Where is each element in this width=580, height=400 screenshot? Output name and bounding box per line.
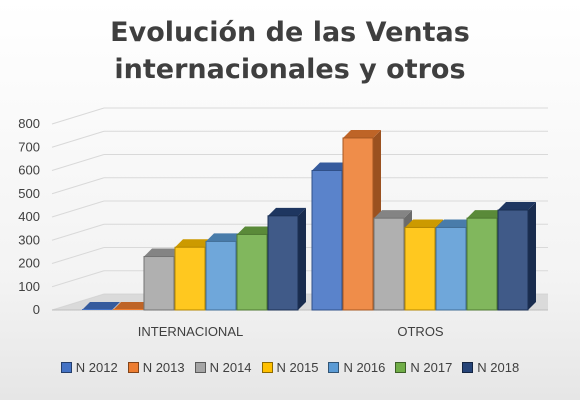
chart-title-line-1: Evolución de las Ventas xyxy=(110,17,470,48)
legend-label: N 2016 xyxy=(343,360,386,375)
bar-top xyxy=(312,162,350,171)
bar-top xyxy=(113,302,151,310)
bar-top xyxy=(82,302,120,310)
bar xyxy=(466,217,498,311)
legend-label: N 2018 xyxy=(477,360,520,375)
bar-side xyxy=(528,202,536,310)
bar xyxy=(113,309,143,310)
legend-swatch xyxy=(395,362,407,373)
legend-item: N 2015 xyxy=(261,360,319,375)
bar-top xyxy=(268,207,306,216)
bar xyxy=(311,170,343,311)
legend-item: N 2013 xyxy=(127,360,185,375)
legend-label: N 2015 xyxy=(276,360,319,375)
bar xyxy=(435,226,467,311)
bar-top xyxy=(237,226,275,235)
bar xyxy=(236,233,268,311)
bar-top xyxy=(436,219,474,228)
bar-top xyxy=(144,248,182,257)
legend-label: N 2013 xyxy=(142,360,185,375)
chart-title: Evolución de las Ventas internacionales … xyxy=(0,14,580,88)
legend-label: N 2012 xyxy=(75,360,118,375)
y-tick-label: 600 xyxy=(18,163,40,178)
legend-swatch xyxy=(328,362,340,373)
bar-top xyxy=(175,239,213,248)
y-tick-label: 400 xyxy=(18,209,40,224)
y-tick-label: 0 xyxy=(33,302,40,317)
gridline-diag xyxy=(51,177,105,195)
y-tick-label: 500 xyxy=(18,186,40,201)
x-tick-label: INTERNACIONAL xyxy=(138,324,243,339)
legend-item: N 2018 xyxy=(462,360,519,375)
legend-item: N 2017 xyxy=(395,360,452,375)
legend-swatch xyxy=(60,362,72,373)
bar-top xyxy=(374,210,412,219)
bar xyxy=(205,240,237,311)
bar-top xyxy=(467,210,505,219)
bar xyxy=(342,137,374,311)
legend-label: N 2014 xyxy=(209,360,252,375)
legend-item: N 2014 xyxy=(194,360,252,375)
bar xyxy=(267,215,299,311)
gridline-diag xyxy=(51,154,105,171)
legend-item: N 2012 xyxy=(60,360,118,375)
y-tick-label: 800 xyxy=(18,116,40,131)
bar xyxy=(373,217,405,311)
bar xyxy=(497,209,529,311)
bar xyxy=(82,309,112,310)
legend-swatch xyxy=(127,362,139,373)
gridline-diag xyxy=(51,223,105,241)
bar-top xyxy=(498,202,536,211)
chart-title-line-2: internacionales y otros xyxy=(114,54,466,85)
x-tick-label: OTROS xyxy=(397,324,444,339)
legend-swatch xyxy=(261,362,273,373)
bar xyxy=(174,246,206,311)
chart-legend: N 2012 N 2013 N 2014 N 2015 N 2016 N 2017 N 20… xyxy=(0,360,580,375)
y-tick-label: 200 xyxy=(18,256,40,271)
gridline-diag xyxy=(51,200,105,218)
bar-top xyxy=(206,233,244,242)
legend-label: N 2017 xyxy=(410,360,453,375)
y-tick-label: 100 xyxy=(18,279,40,294)
legend-swatch xyxy=(194,362,206,373)
gridline-diag xyxy=(51,130,105,148)
bar xyxy=(143,256,175,311)
bar xyxy=(404,226,436,311)
y-tick-label: 300 xyxy=(18,232,40,247)
gridline-diag xyxy=(51,247,105,264)
y-tick-label: 700 xyxy=(18,139,40,154)
bar-top xyxy=(405,219,443,228)
gridline-diag xyxy=(51,107,105,125)
legend-swatch xyxy=(462,362,474,373)
gridline-diag xyxy=(51,270,105,288)
bar-side xyxy=(298,207,306,310)
legend-item: N 2016 xyxy=(328,360,385,375)
bar-top xyxy=(343,129,381,138)
